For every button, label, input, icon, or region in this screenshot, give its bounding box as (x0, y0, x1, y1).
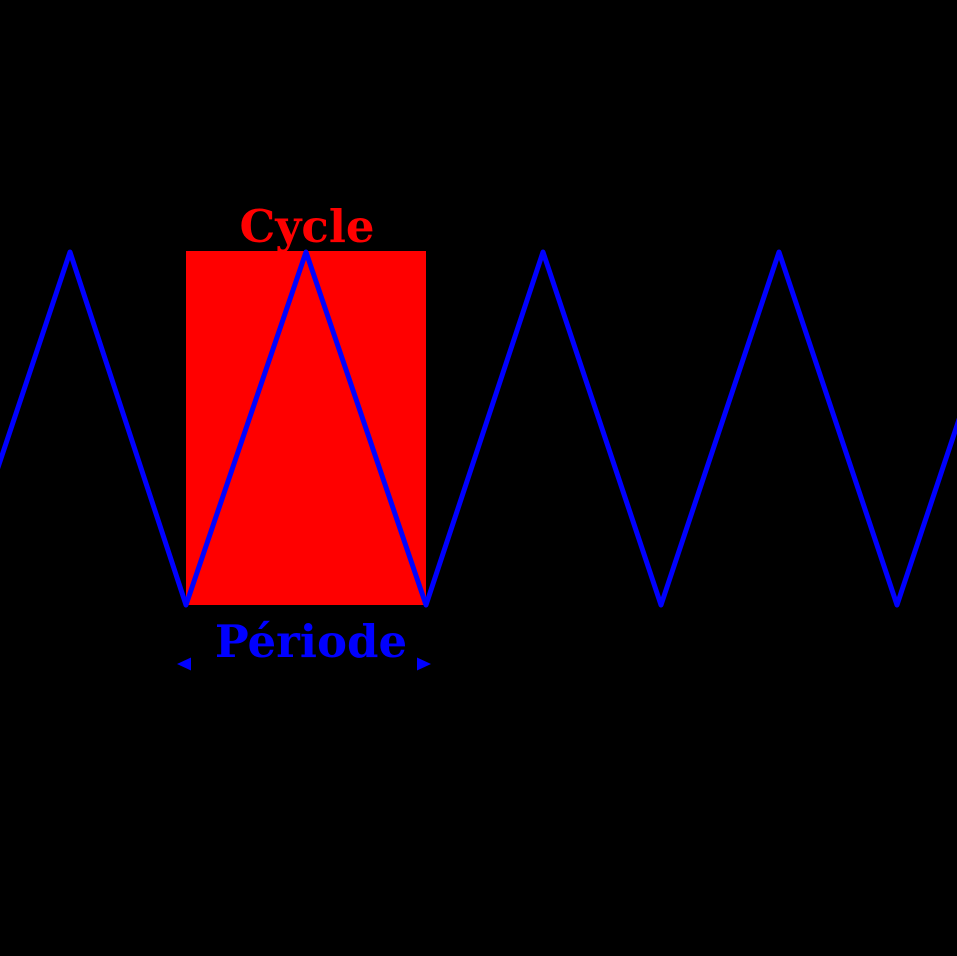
period-arrow-right-icon (417, 657, 431, 671)
cycle-label: Cycle (239, 200, 374, 253)
periode-label: Période (215, 615, 407, 668)
cycle-highlight-rect (186, 251, 426, 605)
period-arrow-left-icon (177, 657, 191, 671)
triangle-wave-line (0, 249, 957, 608)
